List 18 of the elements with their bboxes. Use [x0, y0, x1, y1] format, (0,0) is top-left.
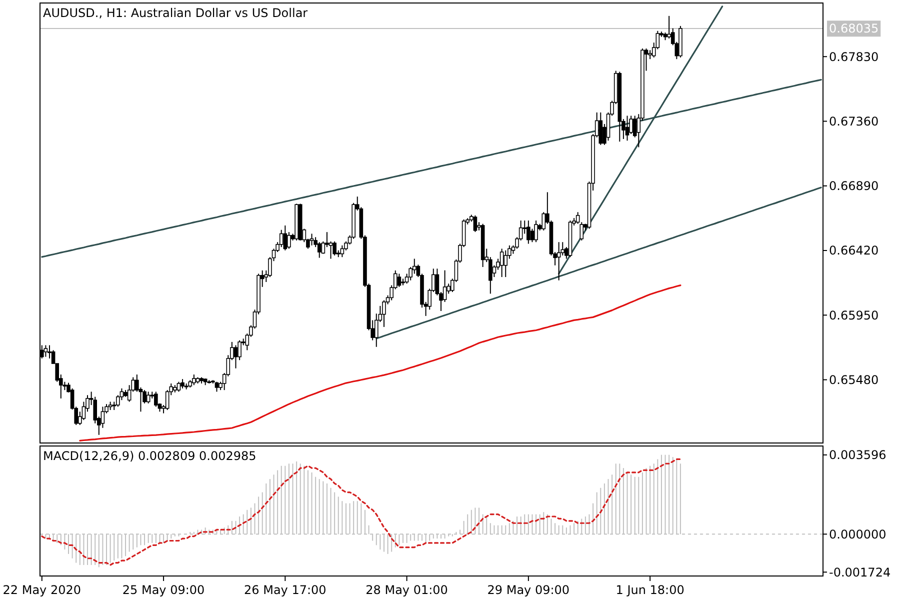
y-tick-label: 0.67360	[829, 114, 879, 128]
y-tick-label: 0.65950	[829, 308, 879, 322]
chart-title: AUDUSD., H1: Australian Dollar vs US Dollar	[43, 6, 308, 20]
x-tick-label: 22 May 2020	[2, 583, 82, 597]
y-tick-label: -0.001724	[829, 565, 891, 580]
y-tick-label: 0.66890	[829, 179, 879, 194]
y-tick-label: 0.67830	[829, 50, 879, 64]
y-tick-label: 0.66420	[829, 244, 879, 258]
y-tick-label: 0.65480	[829, 372, 879, 387]
y-tick-label: 0.000000	[829, 527, 886, 542]
x-tick-label: 28 May 01:00	[366, 583, 448, 597]
x-tick-label: 25 May 09:00	[122, 583, 205, 597]
ref-line-label: 0.68035	[829, 22, 879, 36]
x-tick-label: 29 May 09:00	[487, 583, 570, 597]
x-tick-label: 1 Jun 18:00	[616, 583, 684, 597]
chart-title: MACD(12,26,9) 0.002809 0.002985	[43, 449, 256, 463]
y-tick-label: 0.003596	[829, 448, 886, 462]
x-tick-label: 26 May 17:00	[244, 583, 326, 597]
